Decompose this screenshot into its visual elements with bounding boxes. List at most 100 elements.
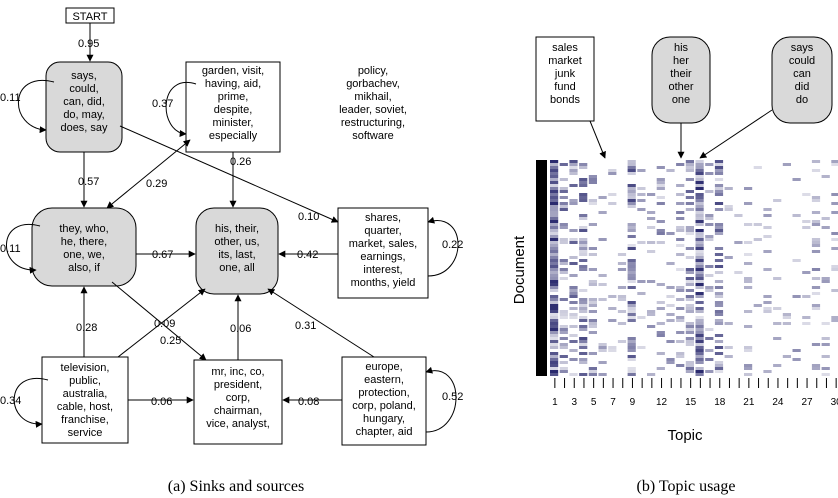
heatmap-cell [550, 367, 559, 370]
heatmap-cell [685, 364, 694, 367]
heatmap-cell [550, 373, 559, 376]
heatmap-cell [579, 217, 588, 220]
node-line: interest, [363, 264, 402, 276]
heatmap-cell [695, 268, 704, 271]
label-europe-mr: 0.08 [298, 396, 319, 408]
heatmap-cell [627, 187, 636, 190]
heatmap-cell [627, 235, 636, 238]
heatmap-cell [676, 355, 685, 358]
heatmap-cell [627, 337, 636, 340]
heatmap-cell [695, 214, 704, 217]
heatmap-cell [695, 184, 704, 187]
heatmap-cell [695, 367, 704, 370]
heatmap-cell [705, 349, 714, 352]
heatmap-cell [559, 268, 568, 271]
heatmap-cell [559, 310, 568, 313]
heatmap-cell [685, 361, 694, 364]
heatmap-cell [579, 199, 588, 202]
label-self-shares: 0.22 [442, 239, 463, 251]
heatmap-cell [695, 241, 704, 244]
heatmap-cell [598, 361, 607, 364]
heatmap-cell [550, 322, 559, 325]
heatmap-cell [714, 202, 724, 205]
heatmap-cell [579, 325, 588, 328]
heatmap-cell [550, 361, 559, 364]
heatmap-cell [579, 238, 588, 241]
heatmap-cell [550, 295, 559, 298]
heatmap-cell [550, 331, 559, 334]
heatmap-cell [695, 163, 704, 166]
heatmap-cell [627, 280, 636, 283]
heatmap-cell [821, 217, 830, 220]
heatmap-cell [627, 268, 636, 271]
node-line: fund [554, 81, 575, 93]
heatmap-cell [821, 280, 830, 283]
heatmap-cell [559, 367, 568, 370]
node-says: says, could, can, did, do, may, does, say [60, 70, 108, 134]
heatmap-cell [695, 292, 704, 295]
heatmap-cell [550, 277, 559, 280]
heatmap-cell [569, 160, 578, 163]
label-television-they: 0.28 [76, 322, 97, 334]
edge-garden-they [106, 139, 191, 209]
x-tick-label: 5 [591, 397, 597, 408]
heatmap-cell [617, 262, 627, 265]
heatmap-cell [676, 364, 685, 367]
heatmap-cell [714, 184, 724, 187]
heatmap-cell [821, 226, 830, 229]
heatmap-cell [685, 208, 694, 211]
heatmap-cell [695, 325, 704, 328]
heatmap-cell [666, 232, 675, 235]
heatmap-cell [627, 301, 636, 304]
x-tick-label: 3 [571, 397, 577, 408]
heatmap-cell [705, 238, 714, 241]
heatmap-cell [559, 277, 568, 280]
heatmap-cell [617, 286, 627, 289]
heatmap-cell [714, 295, 724, 298]
node-line: junk [554, 68, 576, 80]
heatmap-cell [811, 238, 821, 241]
heatmap-cell [598, 349, 607, 352]
heatmap-cell [559, 259, 568, 262]
label-says-they: 0.57 [78, 176, 99, 188]
heatmap-cell [627, 196, 636, 199]
heatmap-cell [714, 370, 724, 373]
heatmap-cell [685, 178, 694, 181]
heatmap-cell [666, 295, 675, 298]
heatmap-cell [763, 307, 772, 310]
heatmap-cell [695, 271, 704, 274]
heatmap-cell [685, 325, 694, 328]
heatmap-cell [685, 166, 694, 169]
heatmap-cell [637, 241, 646, 244]
heatmap-cell [627, 307, 636, 310]
heatmap-cell [695, 349, 704, 352]
heatmap-cell [579, 229, 588, 232]
heatmap-cell [579, 307, 588, 310]
x-tick-label: 24 [772, 397, 784, 408]
heatmap-cell [666, 358, 675, 361]
heatmap-cell [569, 286, 578, 289]
label-television-his: 0.09 [154, 318, 175, 330]
heatmap-cell [695, 220, 704, 223]
heatmap-cell [734, 214, 743, 217]
heatmap-cell [695, 253, 704, 256]
heatmap-cell [714, 166, 724, 169]
heatmap-cell [656, 367, 665, 370]
heatmap-cell [695, 217, 704, 220]
heatmap-cell [637, 292, 646, 295]
node-mr: mr, inc, co, president, corp, chairman, vice… [206, 366, 270, 430]
x-tick-label: 15 [685, 397, 697, 408]
node-shares-box [337, 207, 429, 299]
node-line: mikhail, [354, 91, 391, 103]
x-tick-label: 30 [831, 397, 838, 408]
x-axis-label: Topic [667, 427, 703, 444]
heatmap-cell [676, 268, 685, 271]
heatmap-cell [676, 340, 685, 343]
heatmap-cell [821, 343, 830, 346]
heatmap-cell [550, 268, 559, 271]
heatmap-cell [705, 289, 714, 292]
heatmap-cell [550, 307, 559, 310]
edge-self-shares [427, 216, 459, 277]
heatmap-cell [744, 367, 753, 370]
heatmap-cell [802, 271, 811, 274]
